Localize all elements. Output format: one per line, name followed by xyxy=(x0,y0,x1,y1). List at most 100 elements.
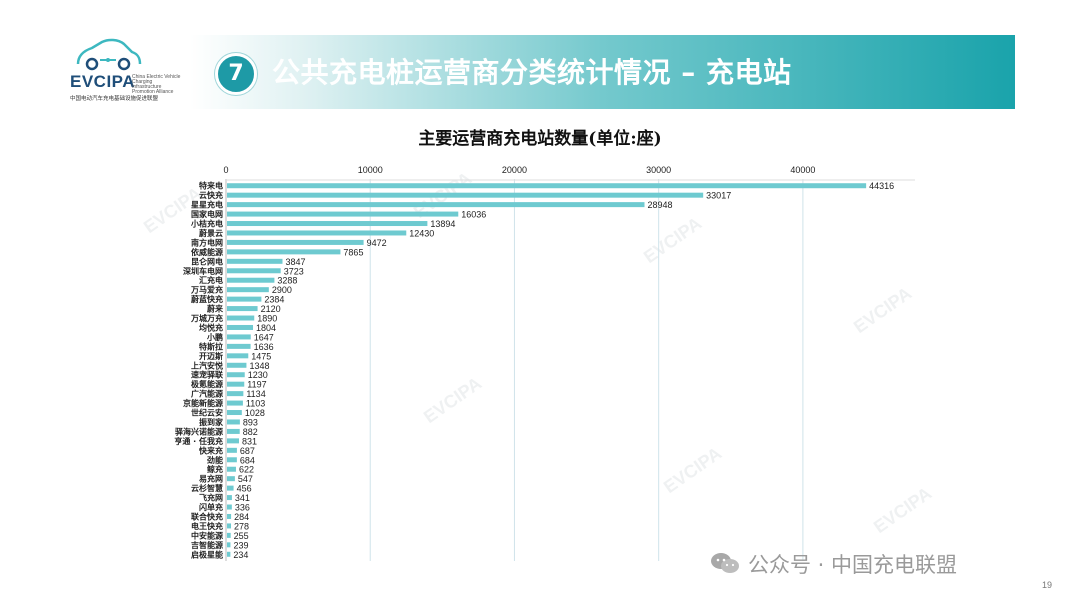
bar xyxy=(227,249,341,255)
bar xyxy=(227,391,244,397)
data-label: 1636 xyxy=(254,342,274,352)
bar xyxy=(227,183,867,189)
category-label: 中安能源 xyxy=(191,530,223,540)
bar xyxy=(227,315,255,321)
category-label: 万城万充 xyxy=(190,313,223,323)
data-label: 12430 xyxy=(409,228,434,238)
x-tick-label: 0 xyxy=(223,165,228,175)
bar xyxy=(227,353,249,359)
data-label: 1197 xyxy=(247,380,266,390)
data-label: 7865 xyxy=(343,247,363,257)
bar xyxy=(227,542,231,548)
bar xyxy=(227,277,275,283)
bar xyxy=(227,428,240,434)
x-tick-label: 20000 xyxy=(502,165,527,175)
evcipa-logo: EVCIPA China Electric Vehicle Charging I… xyxy=(60,38,180,108)
bar xyxy=(227,410,242,416)
bar xyxy=(227,258,283,264)
bar xyxy=(227,532,231,538)
data-label: 684 xyxy=(240,455,255,465)
bar xyxy=(227,438,239,444)
bar xyxy=(227,334,251,340)
page-number: 19 xyxy=(1042,580,1053,590)
category-label: 飞充网 xyxy=(199,493,223,503)
bar xyxy=(227,343,251,349)
category-label: 星星充电 xyxy=(191,200,223,210)
bar xyxy=(227,513,232,519)
category-label: 振到家 xyxy=(199,417,224,427)
category-label: 易充网 xyxy=(199,474,223,484)
category-label: 小桔充电 xyxy=(190,219,223,229)
x-tick-label: 30000 xyxy=(646,165,671,175)
category-label: 国家电网 xyxy=(191,209,223,219)
data-label: 456 xyxy=(237,484,252,494)
data-label: 1804 xyxy=(256,323,276,333)
data-label: 622 xyxy=(239,465,254,475)
data-label: 239 xyxy=(233,540,248,550)
category-label: 驿海兴诺能源 xyxy=(175,426,223,436)
data-label: 28948 xyxy=(647,200,672,210)
data-label: 1028 xyxy=(245,408,265,418)
category-label: 万马爱充 xyxy=(190,285,223,295)
bar xyxy=(227,372,245,378)
x-tick-label: 10000 xyxy=(358,165,383,175)
category-label: 云快充 xyxy=(199,190,223,200)
category-label: 鲸充 xyxy=(207,464,223,474)
category-label: 上汽安悦 xyxy=(191,360,223,370)
section-number-badge: 7 xyxy=(215,53,257,95)
data-label: 2120 xyxy=(261,304,281,314)
data-label: 2900 xyxy=(272,285,292,295)
data-label: 893 xyxy=(243,417,258,427)
data-label: 16036 xyxy=(461,210,486,220)
data-label: 284 xyxy=(234,512,249,522)
data-label: 547 xyxy=(238,474,253,484)
bar xyxy=(227,239,364,245)
bar xyxy=(227,381,245,387)
data-label: 1890 xyxy=(257,314,277,324)
category-label: 蔚来 xyxy=(207,304,224,314)
bar xyxy=(227,400,243,406)
category-label: 极氪能源 xyxy=(191,379,223,389)
category-label: 亨通 · 任我充 xyxy=(174,436,223,446)
bar xyxy=(227,447,237,453)
logo-brand: EVCIPA xyxy=(70,72,136,91)
category-label: 特来电 xyxy=(199,181,223,191)
bar xyxy=(227,466,236,472)
data-label: 687 xyxy=(240,446,255,456)
data-label: 9472 xyxy=(367,238,387,248)
bar xyxy=(227,495,232,501)
category-label: 深圳车电网 xyxy=(183,266,223,276)
category-label: 均悦充 xyxy=(199,322,223,332)
bar xyxy=(227,211,459,217)
data-label: 341 xyxy=(235,493,250,503)
category-label: 京能新能源 xyxy=(183,398,223,408)
data-label: 234 xyxy=(233,550,248,560)
footer-account: 公众号 · 中国充电联盟 xyxy=(748,553,958,577)
bar xyxy=(227,551,231,557)
bar xyxy=(227,504,232,510)
data-label: 1647 xyxy=(254,332,274,342)
bar xyxy=(227,362,247,368)
category-label: 劲能 xyxy=(207,455,223,465)
category-label: 蔚景云 xyxy=(199,228,223,238)
bar xyxy=(227,192,704,198)
category-label: 云杉智慧 xyxy=(191,483,223,493)
data-label: 3288 xyxy=(277,276,297,286)
bar xyxy=(227,230,407,236)
bar xyxy=(227,306,258,312)
data-label: 255 xyxy=(234,531,249,541)
chart-title: 主要运营商充电站数量(单位:座) xyxy=(418,129,662,149)
bar xyxy=(227,202,645,208)
bar xyxy=(227,419,240,425)
bar xyxy=(227,457,237,463)
data-label: 13894 xyxy=(430,219,455,229)
category-label: 快来充 xyxy=(199,445,223,455)
bar xyxy=(227,296,262,302)
category-label: 广汽能源 xyxy=(191,389,223,399)
category-label: 开迈斯 xyxy=(199,351,223,361)
category-label: 特斯拉 xyxy=(199,341,223,351)
category-label: 闪单充 xyxy=(199,502,223,512)
category-label: 启极星能 xyxy=(191,549,223,559)
category-label: 依威能源 xyxy=(191,247,223,257)
bar xyxy=(227,523,232,529)
